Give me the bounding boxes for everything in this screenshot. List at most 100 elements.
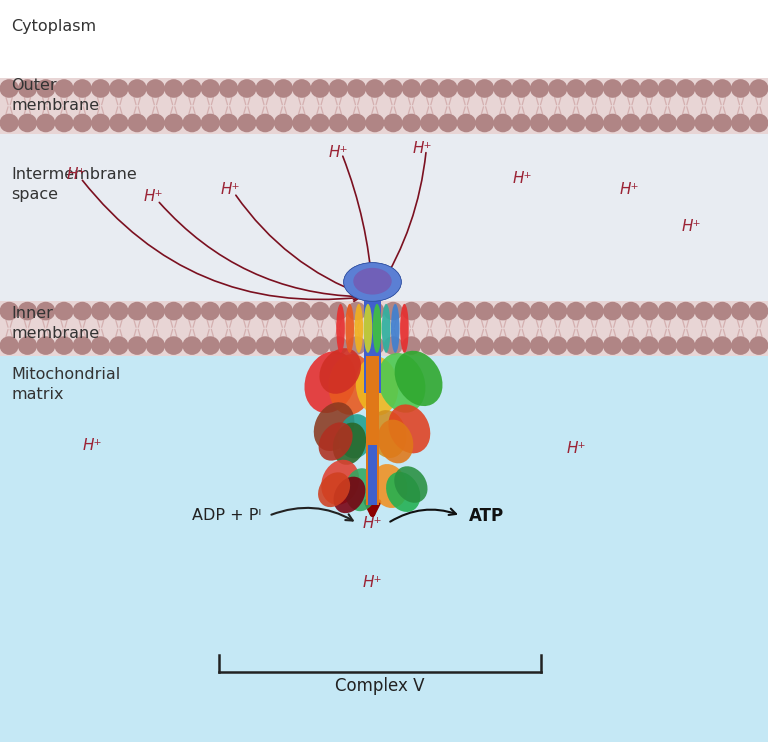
Text: H⁺: H⁺: [681, 219, 701, 234]
Circle shape: [621, 114, 641, 132]
Ellipse shape: [304, 351, 356, 413]
Text: H⁺: H⁺: [512, 171, 532, 186]
Circle shape: [274, 336, 293, 355]
Circle shape: [36, 79, 55, 98]
Circle shape: [256, 114, 275, 132]
Text: H⁺: H⁺: [412, 141, 432, 156]
Circle shape: [439, 302, 458, 321]
Ellipse shape: [333, 476, 366, 513]
Ellipse shape: [314, 402, 354, 451]
Circle shape: [603, 302, 622, 321]
Circle shape: [750, 114, 768, 132]
Circle shape: [511, 336, 531, 355]
Circle shape: [383, 79, 402, 98]
Ellipse shape: [346, 304, 354, 352]
Circle shape: [18, 336, 37, 355]
Circle shape: [18, 114, 37, 132]
Ellipse shape: [391, 304, 399, 352]
Circle shape: [146, 79, 165, 98]
Circle shape: [658, 114, 677, 132]
Circle shape: [383, 114, 402, 132]
Circle shape: [457, 79, 476, 98]
Circle shape: [548, 79, 568, 98]
Circle shape: [182, 79, 202, 98]
Circle shape: [182, 336, 202, 355]
Circle shape: [750, 336, 768, 355]
Circle shape: [383, 336, 402, 355]
Circle shape: [383, 302, 402, 321]
Text: space: space: [12, 187, 58, 202]
Ellipse shape: [355, 304, 363, 352]
Circle shape: [329, 79, 348, 98]
Circle shape: [36, 114, 55, 132]
Circle shape: [475, 79, 494, 98]
Ellipse shape: [333, 423, 366, 464]
Circle shape: [274, 114, 293, 132]
Circle shape: [676, 114, 695, 132]
Text: membrane: membrane: [12, 98, 100, 113]
Circle shape: [366, 114, 385, 132]
Bar: [366, 356, 379, 505]
Circle shape: [347, 336, 366, 355]
Circle shape: [731, 336, 750, 355]
Circle shape: [439, 336, 458, 355]
Circle shape: [731, 79, 750, 98]
Circle shape: [511, 302, 531, 321]
Circle shape: [621, 302, 641, 321]
Circle shape: [237, 302, 257, 321]
Circle shape: [658, 336, 677, 355]
Circle shape: [274, 79, 293, 98]
Text: H⁺: H⁺: [566, 441, 586, 456]
Circle shape: [439, 114, 458, 132]
Circle shape: [200, 336, 220, 355]
Circle shape: [548, 114, 568, 132]
Circle shape: [219, 336, 238, 355]
Bar: [364, 263, 381, 393]
Circle shape: [329, 114, 348, 132]
Ellipse shape: [338, 414, 373, 459]
Circle shape: [584, 79, 604, 98]
Circle shape: [127, 114, 147, 132]
Circle shape: [584, 114, 604, 132]
Circle shape: [310, 79, 329, 98]
Circle shape: [603, 336, 622, 355]
Circle shape: [55, 302, 74, 321]
Text: Outer: Outer: [12, 78, 57, 93]
Circle shape: [127, 336, 147, 355]
Circle shape: [73, 79, 92, 98]
Circle shape: [109, 114, 128, 132]
Circle shape: [0, 114, 18, 132]
Text: membrane: membrane: [12, 326, 100, 341]
Circle shape: [402, 114, 421, 132]
Circle shape: [292, 336, 311, 355]
Ellipse shape: [372, 464, 407, 508]
Ellipse shape: [395, 351, 442, 406]
Circle shape: [402, 79, 421, 98]
Circle shape: [55, 336, 74, 355]
Circle shape: [219, 302, 238, 321]
Ellipse shape: [318, 473, 350, 507]
Circle shape: [640, 79, 659, 98]
Circle shape: [511, 79, 531, 98]
Circle shape: [164, 79, 184, 98]
Circle shape: [91, 302, 110, 321]
Ellipse shape: [378, 353, 425, 413]
Circle shape: [439, 79, 458, 98]
Circle shape: [402, 302, 421, 321]
Circle shape: [109, 336, 128, 355]
Ellipse shape: [344, 263, 401, 301]
Circle shape: [366, 336, 385, 355]
Circle shape: [36, 336, 55, 355]
Circle shape: [676, 79, 695, 98]
Circle shape: [694, 114, 713, 132]
Circle shape: [420, 302, 439, 321]
Circle shape: [127, 302, 147, 321]
Ellipse shape: [353, 268, 392, 295]
Circle shape: [713, 302, 732, 321]
Circle shape: [329, 336, 348, 355]
Circle shape: [292, 302, 311, 321]
Text: ATP: ATP: [468, 507, 504, 525]
Circle shape: [750, 302, 768, 321]
Ellipse shape: [386, 472, 420, 512]
Bar: [0, 0, 768, 78]
